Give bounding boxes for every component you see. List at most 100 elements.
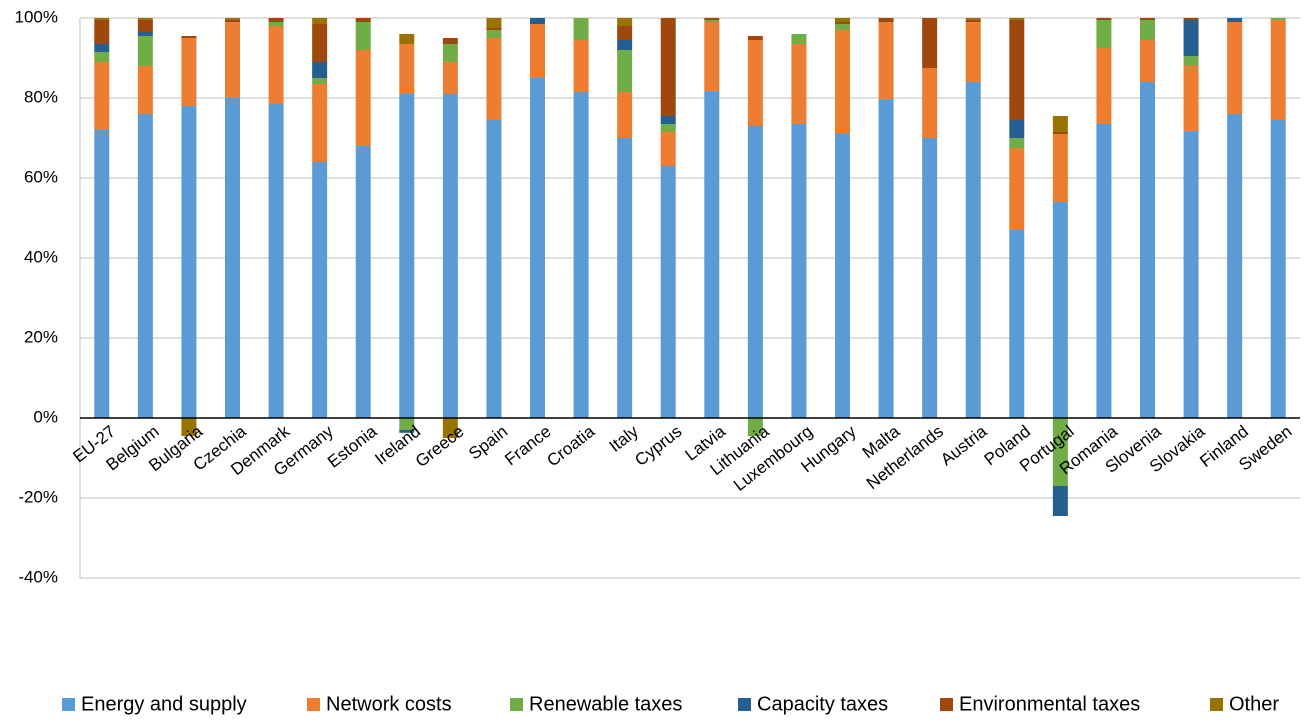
bar-segment (835, 134, 850, 418)
bar-segment (791, 124, 807, 418)
bar-segment (660, 116, 676, 124)
bar-segment (617, 26, 633, 40)
grid (80, 17, 1300, 579)
bar-segment (1052, 418, 1068, 486)
bar-segment (94, 52, 110, 62)
bar-segment (878, 18, 894, 22)
bar-segment (137, 18, 153, 20)
bar-segment (617, 40, 633, 50)
bar-segment (1270, 120, 1286, 418)
bar-segment (181, 36, 197, 38)
bar-segment (1052, 486, 1068, 516)
bar-segment (573, 18, 589, 40)
bar-segment (747, 36, 763, 40)
bar-segment (399, 34, 415, 44)
bar-segment (312, 162, 328, 418)
bar-segment (835, 30, 850, 134)
legend-label: Network costs (326, 693, 452, 715)
bar-segment (747, 126, 763, 418)
y-tick-label: 0% (33, 407, 58, 426)
y-tick-label: 20% (24, 327, 58, 346)
y-tick-label: 100% (15, 7, 58, 26)
bar-segment (1227, 18, 1243, 22)
bar-segment (1009, 20, 1025, 120)
bar-segment (486, 18, 502, 28)
bar-segment (355, 18, 371, 22)
bar-segment (878, 100, 894, 418)
bar-segment (922, 18, 938, 68)
bar-segment (137, 114, 153, 418)
bar-segment (1052, 202, 1068, 418)
bar-segment (1183, 18, 1199, 20)
bar-segment (1140, 82, 1155, 418)
bar-segment (399, 430, 415, 433)
x-tick-label: Cyprus (631, 422, 685, 470)
y-tick-label: -20% (18, 487, 58, 506)
bar-segment (399, 44, 415, 94)
bar-segment (1227, 22, 1243, 114)
legend-swatch (510, 698, 523, 711)
bar-segment (965, 82, 981, 418)
bar-segment (486, 28, 502, 30)
bar-segment (617, 92, 633, 138)
legend-label: Capacity taxes (757, 693, 888, 715)
bar-segment (225, 18, 240, 20)
bar-segment (225, 19, 240, 22)
bar-segment (878, 22, 894, 100)
bar-segment (835, 18, 850, 22)
bar-segment (1052, 134, 1068, 202)
bar-segment (922, 68, 938, 138)
bar-segment (399, 418, 415, 430)
bar-segment (1140, 18, 1155, 20)
bar-segment (312, 62, 328, 78)
bar-segment (660, 18, 676, 116)
bar-segment (225, 98, 240, 418)
bar-segment (312, 78, 328, 84)
bar-segment (94, 44, 110, 52)
x-tick-label: Estonia (324, 421, 381, 471)
bar-segment (660, 132, 676, 166)
bar-segment (355, 22, 371, 50)
legend-swatch (307, 698, 320, 711)
bar-segment (1096, 20, 1112, 48)
y-tick-label: 60% (24, 167, 58, 186)
bar-segment (1183, 66, 1199, 132)
bar-segment (704, 92, 720, 418)
legend-swatch (62, 698, 75, 711)
legend-label: Environmental taxes (959, 693, 1140, 715)
bar-segment (137, 36, 153, 66)
bar-segment (573, 92, 589, 418)
bar-segment (1009, 138, 1025, 148)
bar-segment (268, 18, 284, 22)
x-tick-label: Croatia (543, 421, 598, 470)
bar-segment (1183, 132, 1199, 418)
bar-segment (1140, 40, 1155, 82)
x-tick-label: Greece (412, 422, 468, 471)
bar-segment (355, 50, 371, 146)
bar-segment (704, 22, 720, 92)
bar-segment (704, 18, 720, 20)
bar-segment (660, 124, 676, 132)
bar-segment (268, 26, 284, 104)
y-tick-label: 40% (24, 247, 58, 266)
legend-label: Renewable taxes (529, 693, 682, 715)
bar-segment (660, 166, 676, 418)
bar-segment (617, 138, 633, 418)
legend-label: Energy and supply (81, 693, 247, 715)
bar-segment (1009, 120, 1025, 138)
bar-segment (442, 62, 458, 94)
bar-segment (1270, 18, 1286, 20)
bar-segment (137, 32, 153, 36)
bar-segment (399, 94, 415, 418)
bar-segment (1140, 20, 1155, 40)
bar-segment (94, 62, 110, 130)
bar-segment (791, 44, 807, 124)
y-tick-label: 80% (24, 87, 58, 106)
bar-segment (181, 106, 197, 418)
bar-segment (442, 94, 458, 418)
legend-label: Other (1229, 693, 1279, 715)
bar-segment (1009, 148, 1025, 230)
bar-segment (530, 78, 545, 418)
bar-segment (137, 20, 153, 32)
